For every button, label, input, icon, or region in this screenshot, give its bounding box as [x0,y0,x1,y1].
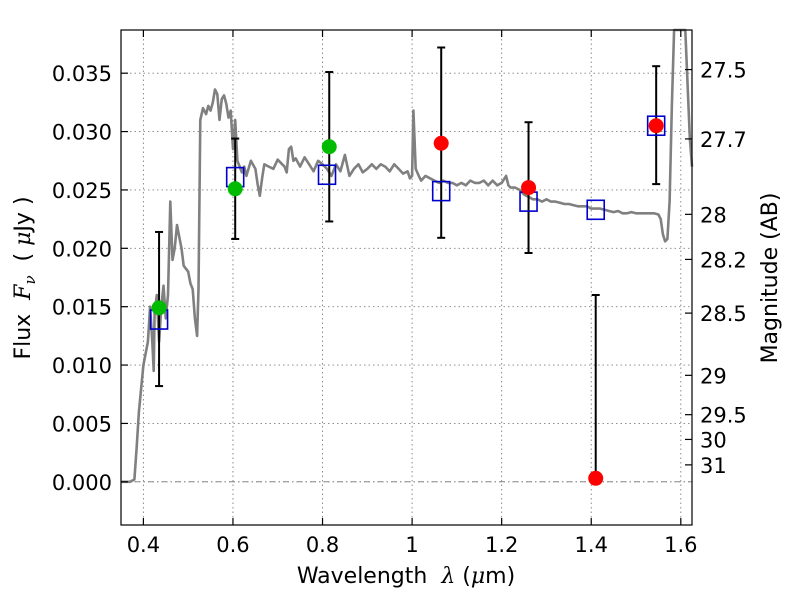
magnitude-tick-label: 27.7 [700,128,747,152]
x-tick-label: 1.4 [575,533,608,557]
y-tick-label: 0.030 [52,121,112,145]
y-tick-label: 0.020 [52,237,112,261]
y-axis-label: Flux Fν ( μJy ) [11,196,39,359]
magnitude-tick-label: 28 [700,203,727,227]
model-photometry-boxes [149,115,666,330]
observed-point-detected [227,181,243,197]
observed-point-nondetected [648,118,664,134]
observed-point-nondetected [433,135,449,151]
x-axis-label: Wavelength λ (μm) [297,564,515,589]
magnitude-axis-label: Magnitude (AB) [758,193,783,364]
x-tick-label: 0.4 [127,533,160,557]
y-tick-label: 0.015 [52,296,112,320]
model-box [317,164,337,186]
observed-point-nondetected [521,180,537,196]
observed-point-detected [151,300,167,316]
magnitude-tick-label: 29 [700,364,727,388]
model-box [586,199,606,221]
x-tick-label: 1.2 [485,533,518,557]
x-tick-label: 1.6 [664,533,697,557]
plot-frame [120,29,693,526]
x-tick-label: 0.6 [216,533,249,557]
x-tick-label: 0.8 [306,533,339,557]
model-spectrum [121,28,694,484]
observed-photometry-points [151,118,664,486]
x-tick-label: 1 [405,533,418,557]
observed-point-detected [321,139,337,155]
y-tick-label: 0.025 [52,179,112,203]
y-axis-ticks: 0.000 0.005 0.010 0.015 0.020 0.025 0.030 0.035 [52,62,128,495]
magnitude-tick-label: 27.5 [700,59,747,83]
model-box [431,180,451,202]
model-box [646,115,666,137]
x-axis-ticks: 0.4 0.6 0.8 1 1.2 1.4 1.6 [127,30,698,557]
magnitude-tick-label: 30 [700,428,727,452]
observed-point-nondetected [588,470,604,486]
y-tick-label: 0.000 [52,471,112,495]
magnitude-tick-label: 29.5 [700,404,747,428]
y-tick-label: 0.005 [52,412,112,436]
spectrum-line [121,28,694,484]
magnitude-tick-label: 28.2 [700,248,747,272]
y-tick-label: 0.035 [52,62,112,86]
magnitude-tick-label: 31 [700,454,727,478]
grid-lines [121,30,692,525]
magnitude-tick-label: 28.5 [700,302,747,326]
y-tick-label: 0.010 [52,354,112,378]
